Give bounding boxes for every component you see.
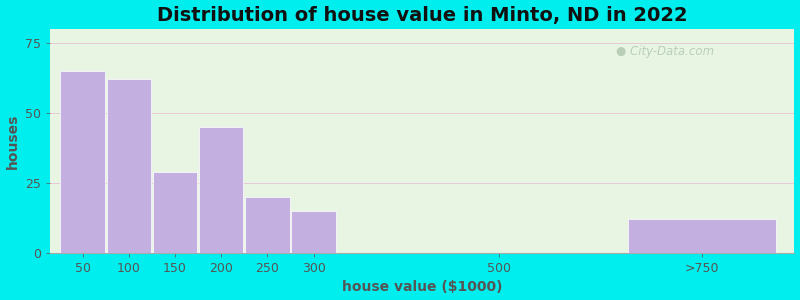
Bar <box>153 172 197 253</box>
Bar <box>106 79 151 253</box>
Bar <box>199 127 243 253</box>
Text: ● City-Data.com: ● City-Data.com <box>616 45 714 58</box>
Bar <box>60 71 105 253</box>
Bar <box>291 211 336 253</box>
Title: Distribution of house value in Minto, ND in 2022: Distribution of house value in Minto, ND… <box>157 6 688 25</box>
Bar <box>628 219 776 253</box>
Bar <box>246 197 290 253</box>
Y-axis label: houses: houses <box>6 113 19 169</box>
X-axis label: house value ($1000): house value ($1000) <box>342 280 502 294</box>
